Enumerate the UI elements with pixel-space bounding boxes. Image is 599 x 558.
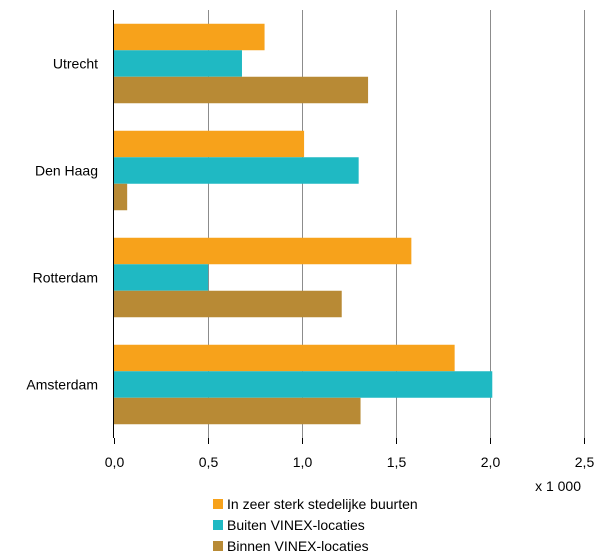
legend-label: In zeer sterk stedelijke buurten <box>227 496 418 512</box>
legend-swatch <box>213 520 223 530</box>
bar <box>114 264 209 291</box>
legend: In zeer sterk stedelijke buurten Buiten V… <box>213 496 418 554</box>
bar <box>114 157 359 184</box>
category-label: Den Haag <box>35 163 98 179</box>
category-label: Rotterdam <box>33 270 98 286</box>
bar <box>114 371 493 398</box>
legend-label: Buiten VINEX-locaties <box>227 517 365 533</box>
bar <box>114 344 455 372</box>
category-label: Amsterdam <box>26 377 98 393</box>
x-tick-label: 2,5 <box>575 454 595 470</box>
bar <box>114 50 242 77</box>
x-unit-label: x 1 000 <box>535 478 581 494</box>
x-tick-label: 2,0 <box>481 454 501 470</box>
bar <box>114 237 412 265</box>
category-labels: Utrecht Den Haag Rotterdam Amsterdam <box>26 56 98 393</box>
x-tick-labels: 0,0 0,5 1,0 1,5 2,0 2,5 <box>105 438 595 470</box>
x-tick-label: 1,5 <box>387 454 407 470</box>
legend-label: Binnen VINEX-locaties <box>227 538 369 554</box>
x-tick-label: 1,0 <box>293 454 313 470</box>
x-tick-label: 0,5 <box>199 454 219 470</box>
bar <box>114 76 369 104</box>
bar <box>114 397 361 425</box>
category-label: Utrecht <box>53 56 98 72</box>
bar <box>114 130 305 158</box>
legend-swatch <box>213 541 223 551</box>
bar <box>114 23 265 51</box>
bar <box>114 183 128 211</box>
legend-swatch <box>213 499 223 509</box>
bar <box>114 290 342 318</box>
x-tick-label: 0,0 <box>105 454 125 470</box>
bars <box>114 23 493 425</box>
